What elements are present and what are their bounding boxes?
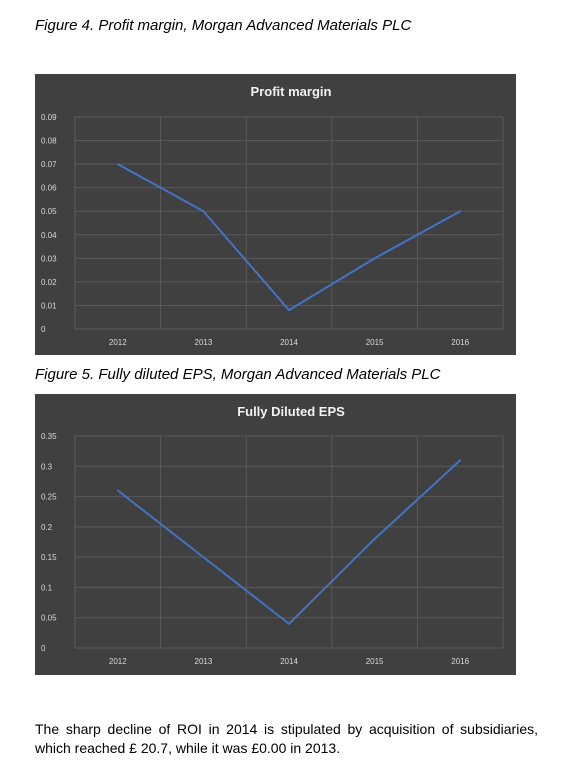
fully-diluted-eps-y-tick-label: 0.05	[41, 614, 57, 623]
profit-margin-y-tick-label: 0.05	[41, 207, 57, 216]
profit-margin-chart-title: Profit margin	[251, 84, 332, 99]
profit-margin-chart-svg: Profit margin 0 0.01 0.02 0.03 0.04 0.05 0.06 0.…	[41, 84, 504, 347]
profit-margin-data-point	[202, 210, 205, 213]
fully-diluted-eps-y-tick-label: 0.1	[41, 583, 53, 592]
fully-diluted-eps-x-tick-label: 2012	[109, 657, 127, 666]
profit-margin-data-point	[459, 210, 462, 213]
fully-diluted-eps-data-point	[116, 489, 119, 492]
figure-4-caption: Figure 4. Profit margin, Morgan Advanced…	[35, 17, 412, 34]
fully-diluted-eps-x-tick-label: 2014	[280, 657, 298, 666]
fully-diluted-eps-y-tick-label: 0	[41, 644, 46, 653]
fully-diluted-eps-chart-title: Fully Diluted EPS	[237, 404, 345, 419]
profit-margin-chart: Profit margin 0 0.01 0.02 0.03 0.04 0.05 0.06 0.…	[35, 74, 516, 355]
body-paragraph: The sharp decline of ROI in 2014 is stip…	[35, 721, 538, 756]
profit-margin-y-tick-label: 0	[41, 325, 46, 334]
profit-margin-data-point	[288, 309, 290, 312]
profit-margin-y-tick-label: 0.03	[41, 254, 57, 263]
profit-margin-data-point	[373, 257, 376, 260]
fully-diluted-eps-chart: Fully Diluted EPS 0 0.05 0.1 0.15 0.2 0.25 0.3 0…	[35, 394, 516, 675]
profit-margin-y-tick-label: 0.07	[41, 160, 57, 169]
fully-diluted-eps-y-tick-label: 0.35	[41, 432, 57, 441]
profit-margin-y-tick-label: 0.08	[41, 137, 57, 146]
profit-margin-y-tick-label: 0.09	[41, 113, 57, 122]
fully-diluted-eps-y-tick-label: 0.15	[41, 553, 57, 562]
profit-margin-x-tick-label: 2016	[451, 338, 469, 347]
fully-diluted-eps-y-tick-label: 0.25	[41, 493, 57, 502]
fully-diluted-eps-data-point	[288, 622, 290, 625]
fully-diluted-eps-y-tick-label: 0.3	[41, 462, 53, 471]
figure-5-caption: Figure 5. Fully diluted EPS, Morgan Adva…	[35, 366, 441, 383]
profit-margin-x-tick-label: 2014	[280, 338, 298, 347]
fully-diluted-eps-series-line	[117, 459, 461, 625]
profit-margin-data-point	[116, 163, 119, 166]
fully-diluted-eps-x-tick-label: 2016	[451, 657, 469, 666]
profit-margin-y-tick-label: 0.06	[41, 184, 57, 193]
profit-margin-x-tick-label: 2012	[109, 338, 127, 347]
fully-diluted-eps-y-tick-label: 0.2	[41, 523, 53, 532]
fully-diluted-eps-chart-svg: Fully Diluted EPS 0 0.05 0.1 0.15 0.2 0.25 0.3 0…	[41, 404, 504, 666]
fully-diluted-eps-data-point	[373, 537, 376, 540]
fully-diluted-eps-data-point	[202, 556, 205, 559]
profit-margin-y-tick-label: 0.02	[41, 278, 57, 287]
fully-diluted-eps-x-tick-label: 2013	[195, 657, 213, 666]
fully-diluted-eps-x-tick-label: 2015	[366, 657, 384, 666]
profit-margin-series-line	[117, 163, 461, 312]
profit-margin-y-tick-label: 0.01	[41, 301, 57, 310]
fully-diluted-eps-data-point	[459, 459, 462, 462]
profit-margin-x-tick-label: 2015	[366, 338, 384, 347]
profit-margin-x-tick-label: 2013	[195, 338, 213, 347]
profit-margin-y-tick-label: 0.04	[41, 231, 57, 240]
